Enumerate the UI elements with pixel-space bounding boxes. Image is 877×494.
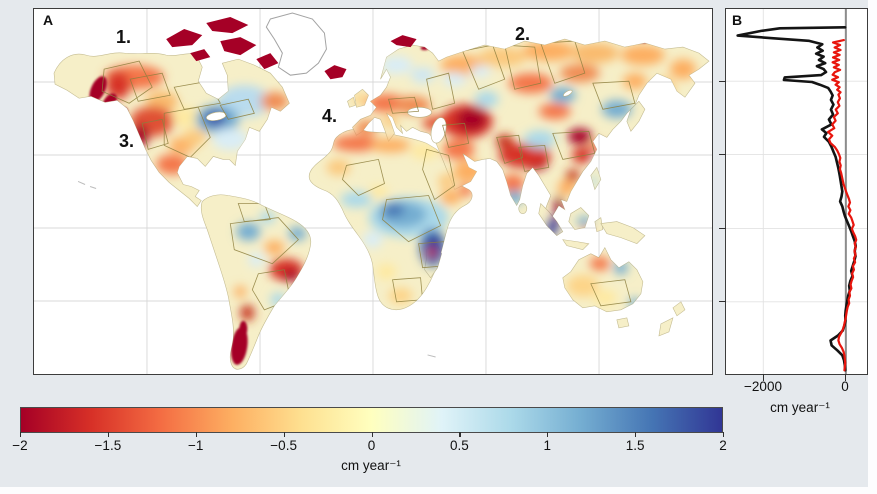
region-label: 2.	[515, 24, 531, 44]
region-label: 3.	[119, 131, 135, 151]
world-map	[34, 9, 712, 374]
panel-a-letter: A	[43, 12, 54, 28]
b-tick-label-0: 0	[841, 379, 849, 394]
b-left-tick	[719, 228, 726, 230]
colorbar-axis-label: cm year⁻¹	[341, 458, 401, 473]
colorbar-tick-label: −1	[188, 438, 204, 453]
b-left-tick	[719, 301, 726, 303]
colorbar-tick-label: 2	[719, 438, 727, 453]
region-label: 4.	[322, 106, 338, 126]
colorbar-tick-label: 1.5	[625, 438, 645, 453]
colorbar-tickmark	[283, 432, 285, 437]
colorbar-tickmark	[459, 432, 461, 437]
b-left-tick	[719, 154, 726, 156]
map-small-islands	[77, 181, 436, 358]
bottom-margin-strip	[0, 487, 877, 494]
colorbar-tick-label: 0.5	[449, 438, 469, 453]
colorbar-tickmark	[547, 432, 549, 437]
panel-b-letter: B	[732, 12, 743, 28]
b-axis-label: cm year⁻¹	[770, 400, 830, 415]
colorbar-tickmark	[107, 432, 110, 437]
panel-b-profile: B	[719, 8, 868, 381]
colorbar-tick-label: −2	[12, 438, 28, 453]
colorbar-tickmark	[195, 432, 197, 437]
profile-line-black	[736, 26, 858, 372]
colorbar	[20, 407, 723, 433]
zonal-profile-plot	[726, 9, 867, 374]
map-glacier-islands	[166, 17, 417, 80]
colorbar-tick-label: −0.5	[270, 438, 297, 453]
b-left-tick	[719, 81, 726, 83]
b-bottom-tick	[763, 374, 765, 381]
map-basin-outlines	[101, 40, 636, 311]
profile-line-red	[827, 38, 858, 372]
colorbar-tick-label: 0	[367, 438, 376, 453]
region-label: 1.	[116, 27, 132, 47]
map-lakes	[206, 89, 573, 144]
colorbar-tickmark	[20, 432, 22, 437]
colorbar-tick-label: 1	[543, 438, 552, 453]
b-tick-label-neg2000: −2000	[744, 379, 782, 394]
colorbar-tickmark	[723, 432, 725, 437]
colorbar-tickmark	[635, 432, 637, 437]
panel-a-map: A 1. 2. 3. 4.	[33, 8, 713, 375]
colorbar-tick-label: −1.5	[94, 438, 122, 453]
right-margin-strip	[868, 0, 877, 494]
b-bottom-tick	[845, 374, 847, 381]
map-greenland-nodata	[265, 12, 327, 76]
profile-series	[736, 26, 858, 372]
colorbar-tickmark	[371, 432, 373, 437]
